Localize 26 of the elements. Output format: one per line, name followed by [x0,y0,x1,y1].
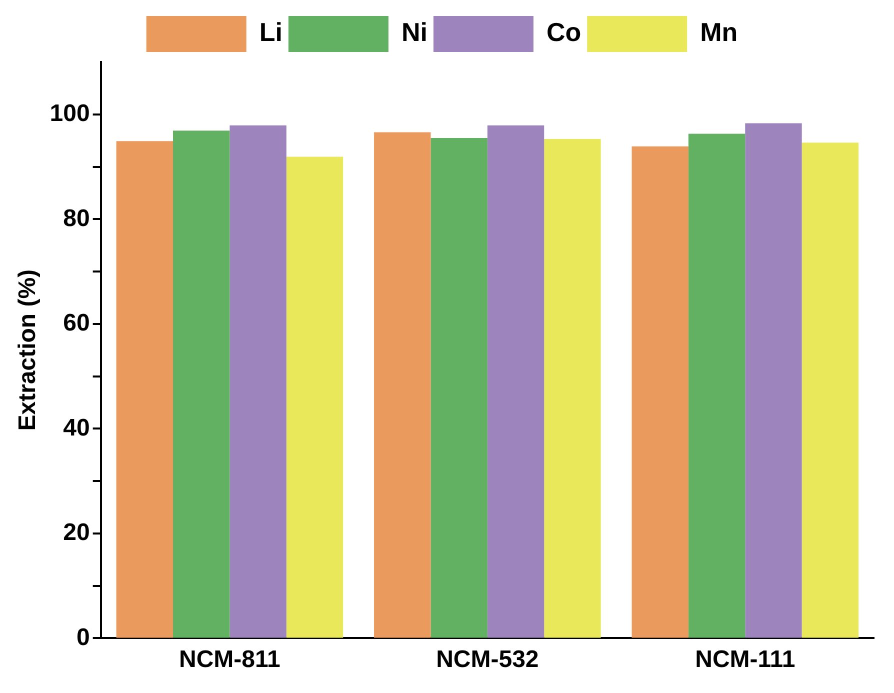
legend-label: Co [546,17,582,48]
y-tick-label: 20 [63,519,90,546]
legend-label: Mn [700,17,738,48]
y-axis-title: Extraction (%) [14,269,42,431]
bar [430,138,488,638]
bar [173,130,230,638]
bar [688,134,746,638]
bar [544,139,601,638]
bar [487,125,544,638]
y-tick-label: 100 [50,100,90,128]
bar [230,125,286,638]
x-tick-label: NCM-532 [436,646,539,674]
x-tick-label: NCM-111 [695,646,796,674]
bar [286,156,344,638]
bar [745,123,802,638]
x-tick-label: NCM-811 [179,646,280,674]
legend-label: Ni [401,17,428,48]
bar [802,142,859,638]
y-tick-label: 0 [76,624,90,651]
bar [632,146,688,638]
bar [374,132,431,638]
y-tick-label: 60 [63,310,90,337]
bar [116,141,174,638]
legend-label: Li [259,17,282,48]
y-tick-label: 40 [63,414,90,442]
y-tick-label: 80 [63,204,90,232]
